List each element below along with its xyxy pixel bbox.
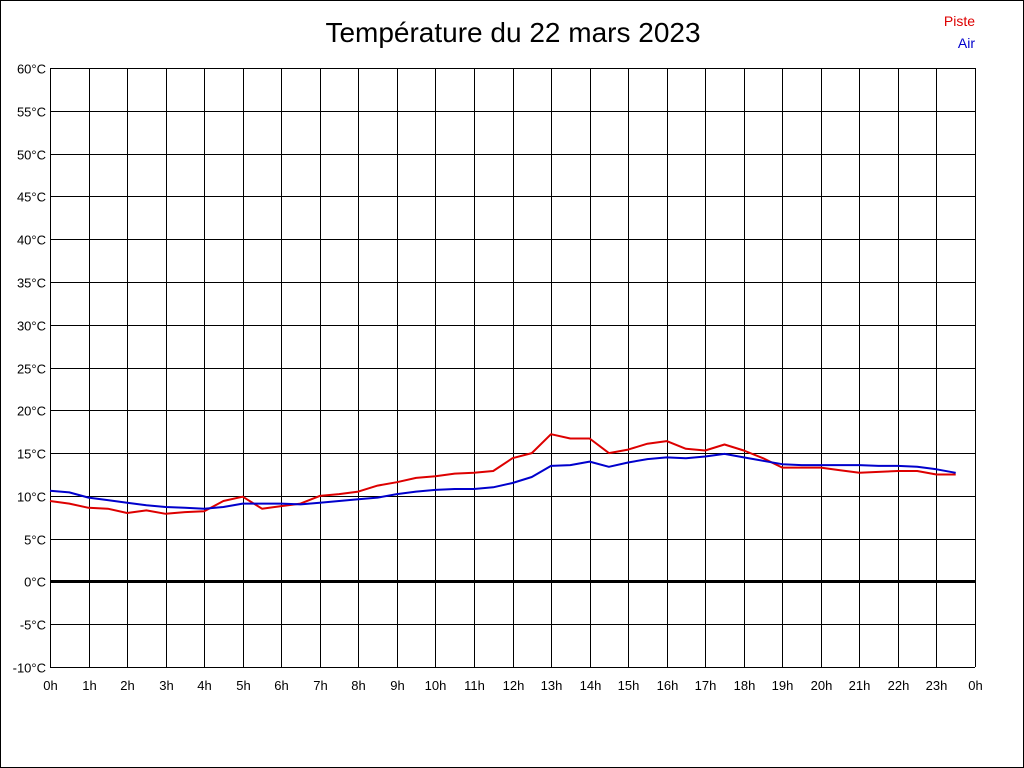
x-tick-label: 4h [197,678,211,693]
y-tick-label: 55°C [17,105,46,120]
x-tick-label: 14h [580,678,602,693]
y-tick-label: 60°C [17,62,46,77]
x-tick-label: 5h [236,678,250,693]
y-tick-label: -10°C [13,661,46,676]
y-tick-label: 15°C [17,447,46,462]
x-tick-label: 17h [695,678,717,693]
y-tick-label: 45°C [17,190,46,205]
x-tick-label: 2h [120,678,134,693]
series-line-piste [49,433,956,515]
x-tick-label: 20h [811,678,833,693]
x-tick-label: 16h [657,678,679,693]
y-tick-label: 35°C [17,276,46,291]
y-tick-label: -5°C [20,618,46,633]
legend-entry-piste: Piste [943,13,975,29]
x-tick-label: 22h [888,678,910,693]
legend-entry-air: Air [957,35,975,51]
y-tick-label: 50°C [17,148,46,163]
y-tick-label: 5°C [24,533,46,548]
x-tick-label: 15h [618,678,640,693]
x-tick-label: 11h [464,678,485,693]
x-tick-label: 18h [734,678,756,693]
x-tick-label: 3h [159,678,173,693]
y-tick-label: 10°C [17,490,46,505]
x-tick-label: 6h [274,678,288,693]
x-tick-label: 12h [503,678,525,693]
x-tick-label: 0h [43,678,57,693]
x-tick-label: 8h [351,678,365,693]
x-tick-label: 21h [849,678,871,693]
x-tick-label: 23h [926,678,948,693]
x-tick-label: 9h [390,678,404,693]
x-tick-label: 13h [541,678,563,693]
y-tick-label: 40°C [17,233,46,248]
y-tick-label: 25°C [17,362,46,377]
y-tick-label: 0°C [24,575,46,590]
chart-title: Température du 22 mars 2023 [325,17,701,48]
x-tick-label: 7h [313,678,327,693]
y-tick-label: 30°C [17,319,46,334]
x-tick-label: 10h [425,678,447,693]
x-tick-label: 1h [82,678,96,693]
y-tick-label: 20°C [17,404,46,419]
x-tick-label: 19h [772,678,794,693]
series-line-air [49,452,956,510]
x-tick-label: 0h [968,678,982,693]
